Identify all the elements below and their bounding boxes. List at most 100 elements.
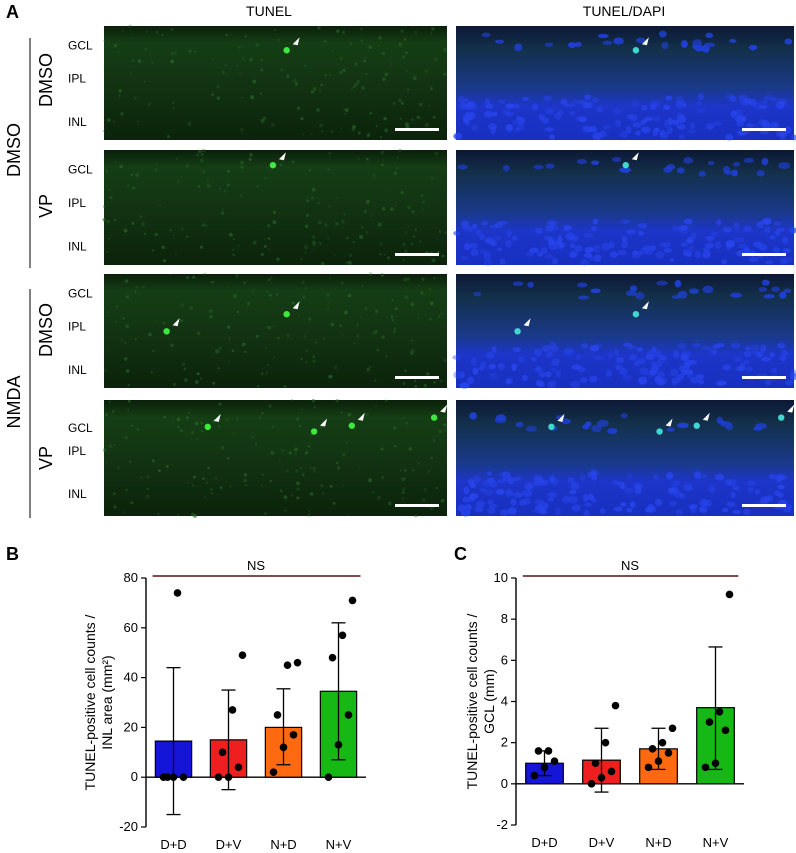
data-point xyxy=(601,738,610,747)
group-label-nmda: NMDA xyxy=(4,376,24,429)
layer-label-inl: INL xyxy=(68,115,87,129)
y-tick-label: 60 xyxy=(124,620,138,635)
data-point xyxy=(348,596,357,605)
tunel-positive-cell xyxy=(430,414,438,421)
data-point xyxy=(664,749,673,757)
data-point xyxy=(328,653,337,662)
tunel-image-1 xyxy=(102,24,448,140)
tunel-positive-cell xyxy=(269,162,277,169)
y-tick-label: 8 xyxy=(501,611,508,626)
data-point xyxy=(701,763,710,772)
scale-bar xyxy=(742,128,786,131)
layer-label-gcl: GCL xyxy=(68,163,93,177)
y-tick-label: 6 xyxy=(501,652,508,667)
arrowhead-icon xyxy=(641,301,649,310)
arrowhead-icon xyxy=(320,418,328,427)
data-point xyxy=(711,759,720,768)
tunel-positive-cell xyxy=(656,428,663,435)
panel-letter-a: A xyxy=(6,2,19,22)
y-tick-label: 40 xyxy=(124,670,138,685)
layer-label-gcl: GCL xyxy=(68,286,93,300)
data-point xyxy=(334,741,343,749)
data-point xyxy=(648,745,657,753)
arrowhead-icon xyxy=(702,412,710,421)
tunel-image-4 xyxy=(103,398,448,518)
column-header-tunel: TUNEL xyxy=(246,3,292,19)
layer-label-ipl: IPL xyxy=(68,444,86,458)
arrowhead-icon xyxy=(641,37,649,46)
layer-label-ipl: IPL xyxy=(68,71,86,85)
layer-label-inl: INL xyxy=(68,240,87,254)
row-label-4: VP xyxy=(36,446,56,470)
y-tick-label: 20 xyxy=(124,719,138,734)
tunel-positive-cell xyxy=(514,328,521,335)
tunel-positive-cell xyxy=(204,423,211,431)
micrograph-grid: GCL IPL INL GCL IPL INL GCL IPL INL GCL IPL INL xyxy=(68,24,796,518)
y-tick-label: -2 xyxy=(496,817,508,832)
data-point xyxy=(224,773,233,781)
y-tick-label: 0 xyxy=(131,769,138,784)
data-point xyxy=(173,589,182,597)
tunel-dapi-image-4 xyxy=(456,400,795,517)
row-label-2: VP xyxy=(36,194,56,218)
group-label-dmso: DMSO xyxy=(4,123,24,177)
data-point xyxy=(668,724,677,733)
chart-b: -20 0 20 40 60 80 TUNEL-positive cell counts /… xyxy=(82,558,366,852)
layer-label-gcl: GCL xyxy=(68,38,93,52)
scale-bar xyxy=(742,376,786,379)
arrowhead-icon xyxy=(557,413,565,422)
arrowhead-icon xyxy=(213,413,221,422)
data-point xyxy=(534,747,543,755)
scale-bar xyxy=(395,376,439,379)
data-point xyxy=(279,743,288,752)
data-point xyxy=(654,757,663,765)
arrowhead-icon xyxy=(523,318,531,327)
data-point xyxy=(289,731,298,739)
data-point xyxy=(344,711,353,719)
arrowhead-icon xyxy=(631,152,639,161)
data-point xyxy=(169,773,178,781)
x-tick-label: N+V xyxy=(326,837,352,852)
column-header-tunel-dapi: TUNEL/DAPI xyxy=(583,3,665,19)
chart-c: -2 0 2 4 6 8 10 TUNEL-positive cell counts /GCL… xyxy=(464,558,744,850)
arrowhead-icon xyxy=(440,404,448,413)
x-tick-label: D+D xyxy=(531,835,557,850)
layer-label-inl: INL xyxy=(68,487,87,501)
panel-letter-c: C xyxy=(454,544,467,564)
y-axis-label: TUNEL-positive cell counts /GCL (mm) xyxy=(464,613,497,789)
scale-bar xyxy=(395,253,439,256)
x-tick-label: D+D xyxy=(160,837,186,852)
layer-label-inl: INL xyxy=(68,363,87,377)
data-point xyxy=(179,773,188,781)
tunel-positive-cell xyxy=(163,328,170,335)
tunel-positive-cell xyxy=(348,422,356,429)
tunel-dapi-image-3 xyxy=(452,274,796,389)
arrowhead-icon xyxy=(357,412,365,421)
y-axis-label: TUNEL-positive cell counts /INL area (mm… xyxy=(82,614,115,790)
tunel-image-2 xyxy=(102,148,447,266)
data-point xyxy=(715,707,724,716)
data-point xyxy=(540,763,549,772)
significance-label: NS xyxy=(247,558,265,573)
arrowhead-icon xyxy=(172,318,180,327)
data-point xyxy=(228,706,237,714)
data-point xyxy=(338,631,347,640)
data-point xyxy=(283,661,292,669)
arrowhead-icon xyxy=(292,301,300,310)
tunel-positive-cell xyxy=(548,423,555,431)
data-point xyxy=(269,768,278,777)
arrowhead-icon xyxy=(787,404,795,413)
y-tick-label: 10 xyxy=(494,570,508,585)
data-point xyxy=(587,780,596,788)
tunel-positive-cell xyxy=(632,47,640,54)
data-point xyxy=(544,747,553,755)
data-point xyxy=(238,651,247,659)
arrowhead-icon xyxy=(278,152,286,161)
data-point xyxy=(644,763,653,772)
x-tick-label: D+V xyxy=(216,837,242,852)
tunel-positive-cell xyxy=(283,311,290,318)
scale-bar xyxy=(395,128,439,131)
tunel-positive-cell xyxy=(632,311,640,318)
data-point xyxy=(591,759,600,768)
panel-letter-b: B xyxy=(6,544,19,564)
